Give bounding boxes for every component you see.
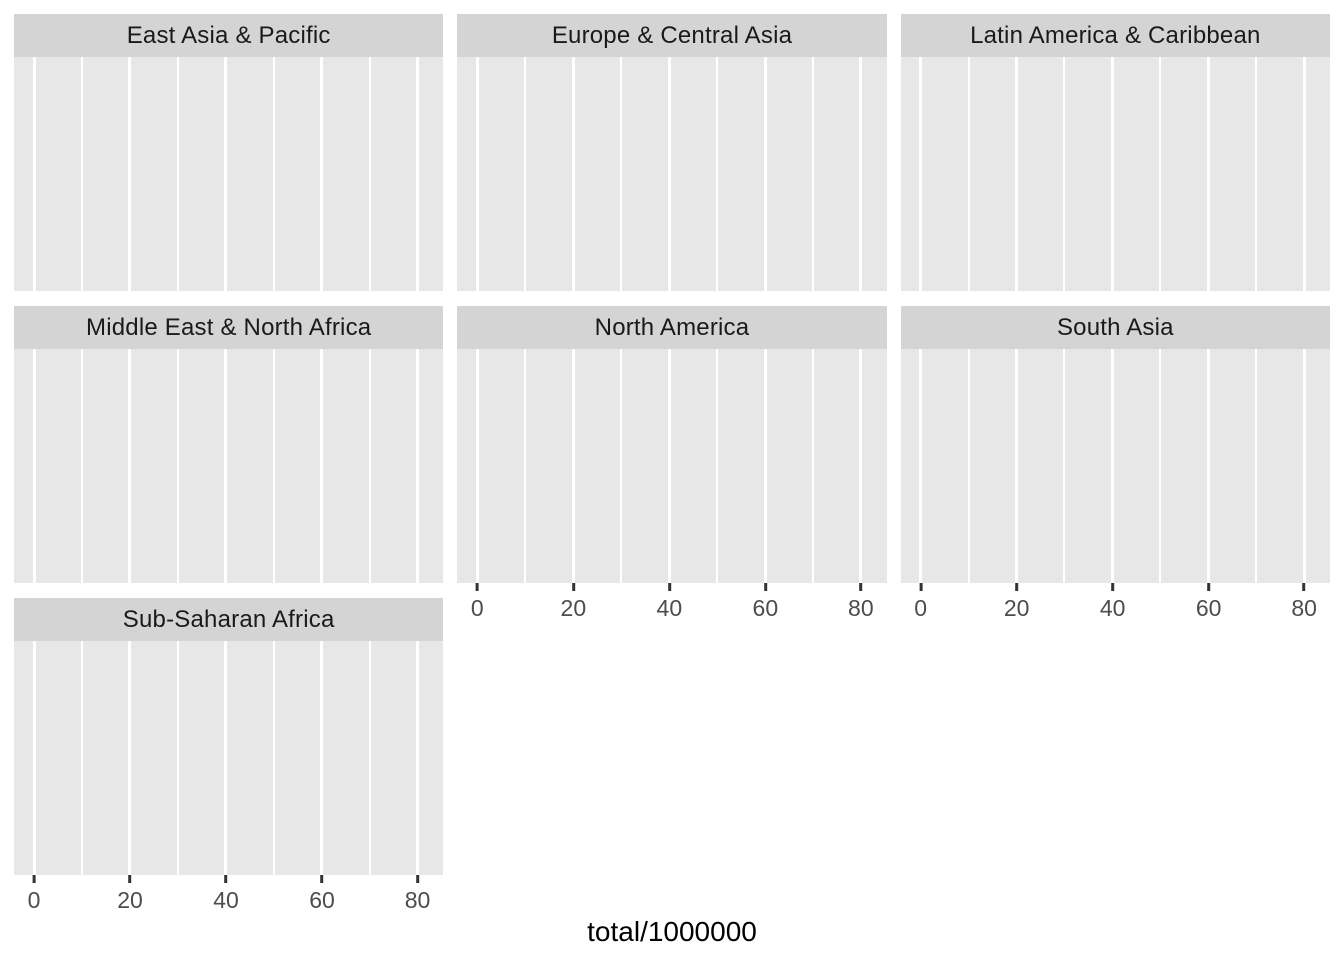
tick-mark xyxy=(224,875,228,883)
facet-middle-east-north-africa: Middle East & North Africa xyxy=(14,306,444,583)
tick-label: 40 xyxy=(1099,595,1126,621)
facet-strip-label: Latin America & Caribbean xyxy=(970,21,1261,49)
tick-mark xyxy=(571,583,575,591)
x-axis-tick: 60 xyxy=(1195,583,1222,622)
tick-mark xyxy=(475,583,479,591)
tick-mark xyxy=(1302,583,1306,591)
facet-strip-label: Europe & Central Asia xyxy=(551,21,793,49)
tick-label: 20 xyxy=(117,887,143,913)
facet-europe-central-asia: Europe & Central Asia xyxy=(457,14,887,291)
x-axis-tick: 80 xyxy=(848,583,874,622)
x-axis-tick: 80 xyxy=(404,875,431,914)
x-axis-tick: 20 xyxy=(117,875,143,914)
x-axis-tick: 40 xyxy=(213,875,239,914)
x-axis-tick: 40 xyxy=(656,583,683,622)
facet-strip: Sub-Saharan Africa xyxy=(14,598,444,641)
tick-mark xyxy=(1015,583,1019,591)
tick-mark xyxy=(128,875,132,883)
x-axis-tick: 20 xyxy=(1003,583,1030,622)
x-axis: 0 20 40 60 80 xyxy=(901,583,1330,625)
tick-mark xyxy=(667,583,671,591)
facet-panel xyxy=(14,349,444,583)
facet-panel xyxy=(900,57,1330,291)
facet-sub-saharan-africa: Sub-Saharan Africa 0 20 40 60 80 xyxy=(14,598,444,913)
facet-panel xyxy=(900,349,1330,583)
tick-label: 60 xyxy=(309,887,335,913)
x-axis-tick: 40 xyxy=(1099,583,1126,622)
tick-mark xyxy=(32,875,36,883)
tick-label: 0 xyxy=(914,595,928,621)
facet-strip: East Asia & Pacific xyxy=(14,14,444,57)
tick-label: 80 xyxy=(848,595,874,621)
tick-label: 80 xyxy=(1291,595,1317,621)
facet-panel xyxy=(14,57,444,291)
x-axis-tick: 80 xyxy=(1291,583,1317,622)
tick-label: 0 xyxy=(470,595,484,621)
tick-label: 40 xyxy=(656,595,683,621)
facet-strip-label: Middle East & North Africa xyxy=(86,313,372,341)
tick-label: 0 xyxy=(27,887,41,913)
facet-panel xyxy=(457,349,887,583)
x-axis-tick: 0 xyxy=(27,875,41,914)
tick-mark xyxy=(919,583,923,591)
facet-grid: East Asia & Pacific Europe & Central Asi… xyxy=(14,14,1330,913)
facet-strip: South Asia xyxy=(900,306,1330,349)
tick-mark xyxy=(1207,583,1211,591)
tick-mark xyxy=(1111,583,1115,591)
tick-label: 20 xyxy=(1003,595,1030,621)
facet-strip-label: East Asia & Pacific xyxy=(126,21,331,49)
facet-south-asia: South Asia 0 20 40 60 80 xyxy=(900,306,1330,621)
x-axis-tick: 20 xyxy=(560,583,587,622)
facet-strip-label: Sub-Saharan Africa xyxy=(122,605,335,633)
facet-panel xyxy=(14,641,444,875)
tick-mark xyxy=(763,583,767,591)
facet-strip-label: North America xyxy=(594,313,750,341)
tick-label: 40 xyxy=(213,887,239,913)
x-axis-tick: 60 xyxy=(752,583,779,622)
x-axis-title-row: total/1000000 xyxy=(14,917,1330,947)
tick-mark xyxy=(859,583,863,591)
facet-strip: Middle East & North Africa xyxy=(14,306,444,349)
tick-label: 60 xyxy=(752,595,779,621)
tick-mark xyxy=(416,875,419,883)
tick-label: 80 xyxy=(404,887,431,913)
facet-north-america: North America 0 20 40 60 80 xyxy=(457,306,887,621)
facet-east-asia-pacific: East Asia & Pacific xyxy=(14,14,444,291)
facet-strip: Latin America & Caribbean xyxy=(900,14,1330,57)
tick-mark xyxy=(320,875,324,883)
facet-latin-america-caribbean: Latin America & Caribbean xyxy=(900,14,1330,291)
x-axis-title: total/1000000 xyxy=(587,916,757,947)
x-axis-tick: 0 xyxy=(914,583,927,622)
facet-panel xyxy=(457,57,887,291)
x-axis: 0 20 40 60 80 xyxy=(457,583,886,625)
facet-strip: North America xyxy=(457,306,887,349)
facet-strip: Europe & Central Asia xyxy=(457,14,887,57)
x-axis-tick: 0 xyxy=(471,583,484,622)
facet-strip-label: South Asia xyxy=(1056,313,1174,341)
x-axis: 0 20 40 60 80 xyxy=(14,875,443,917)
x-axis-tick: 60 xyxy=(309,875,335,914)
tick-label: 60 xyxy=(1195,595,1222,621)
tick-label: 20 xyxy=(560,595,587,621)
